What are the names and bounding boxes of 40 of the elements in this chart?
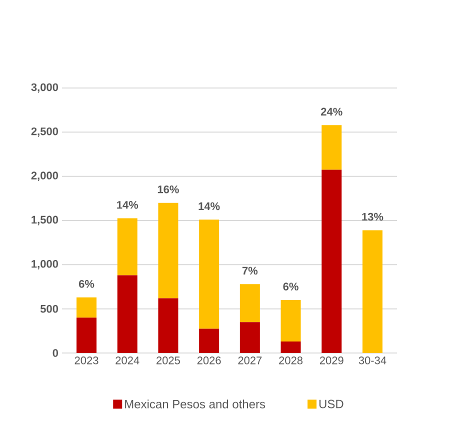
legend-label: Mexican Pesos and others (125, 400, 266, 408)
y-tick-label: 3,000 (31, 83, 58, 93)
x-tick-label: 2029 (320, 356, 344, 364)
y-tick-label: 0 (52, 349, 58, 357)
annotation: 24% (320, 108, 342, 116)
x-tick-label: 2024 (116, 356, 140, 364)
x-tick-label: 2026 (197, 356, 221, 364)
bar (280, 300, 301, 342)
annotation: 16% (158, 186, 179, 194)
legend-label: USD (319, 400, 344, 408)
bar (158, 298, 178, 353)
bar (322, 170, 342, 353)
bar (322, 125, 342, 170)
bar (76, 297, 97, 318)
x-tick-label: 2027 (238, 356, 262, 364)
y-tick-label: 1,000 (32, 260, 58, 270)
bar (280, 342, 301, 353)
y-tick-label: 2,500 (31, 127, 58, 137)
y-tick-label: 500 (40, 304, 58, 313)
bar (117, 275, 138, 353)
annotation: 14% (117, 201, 138, 209)
bar (76, 318, 97, 353)
bar (199, 220, 220, 329)
annotation: 14% (198, 202, 220, 210)
annotation: 6% (283, 282, 298, 290)
bar (240, 322, 260, 353)
x-tick-label: 2023 (74, 356, 98, 364)
annotation: 13% (362, 212, 384, 221)
y-tick-label: 1,500 (32, 216, 58, 226)
x-tick-label: 2028 (279, 356, 303, 364)
bar (158, 202, 178, 298)
x-tick-label: 2025 (156, 356, 180, 364)
bar (117, 218, 138, 276)
x-tick-label: 30-34 (358, 356, 386, 364)
bar (240, 284, 260, 322)
y-tick-label: 2,000 (31, 172, 58, 182)
bar (362, 230, 382, 353)
bar (199, 328, 220, 353)
annotation: 7% (242, 266, 258, 275)
annotation: 6% (78, 280, 94, 288)
